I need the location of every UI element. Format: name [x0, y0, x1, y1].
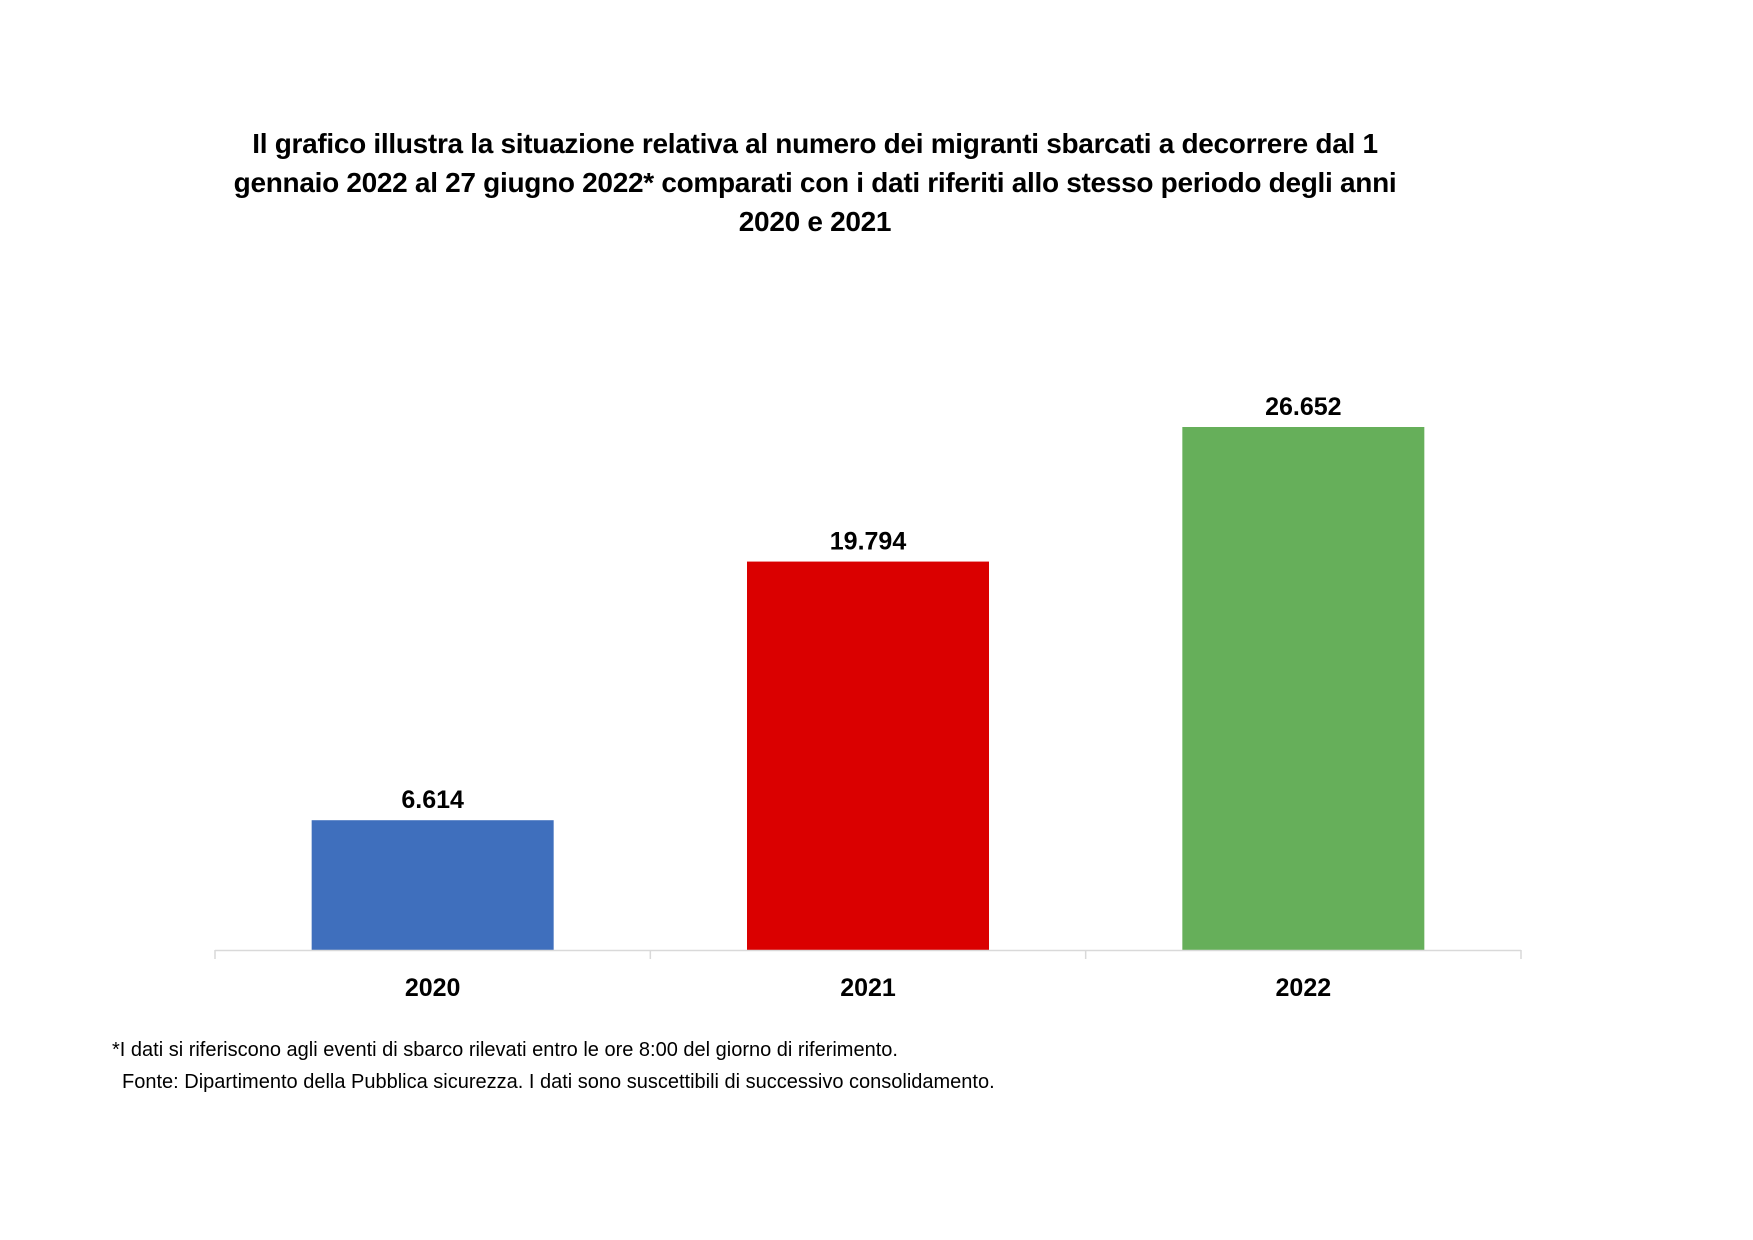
- x-tick-label-2021: 2021: [840, 974, 896, 1002]
- data-label-2020: 6.614: [401, 786, 464, 814]
- bar-2020: [311, 820, 554, 950]
- bar-2022: [1182, 427, 1425, 950]
- data-label-2022: 26.652: [1265, 393, 1341, 421]
- data-label-2021: 19.794: [830, 528, 907, 556]
- bar-2021: [747, 561, 989, 950]
- chart-title: Il grafico illustra la situazione relati…: [233, 128, 1397, 237]
- x-tick-label-2020: 2020: [405, 974, 461, 1002]
- source-note: Fonte: Dipartimento della Pubblica sicur…: [122, 1071, 995, 1093]
- x-tick-label-2022: 2022: [1276, 974, 1332, 1002]
- footnote: *I dati si riferiscono agli eventi di sb…: [112, 1039, 898, 1061]
